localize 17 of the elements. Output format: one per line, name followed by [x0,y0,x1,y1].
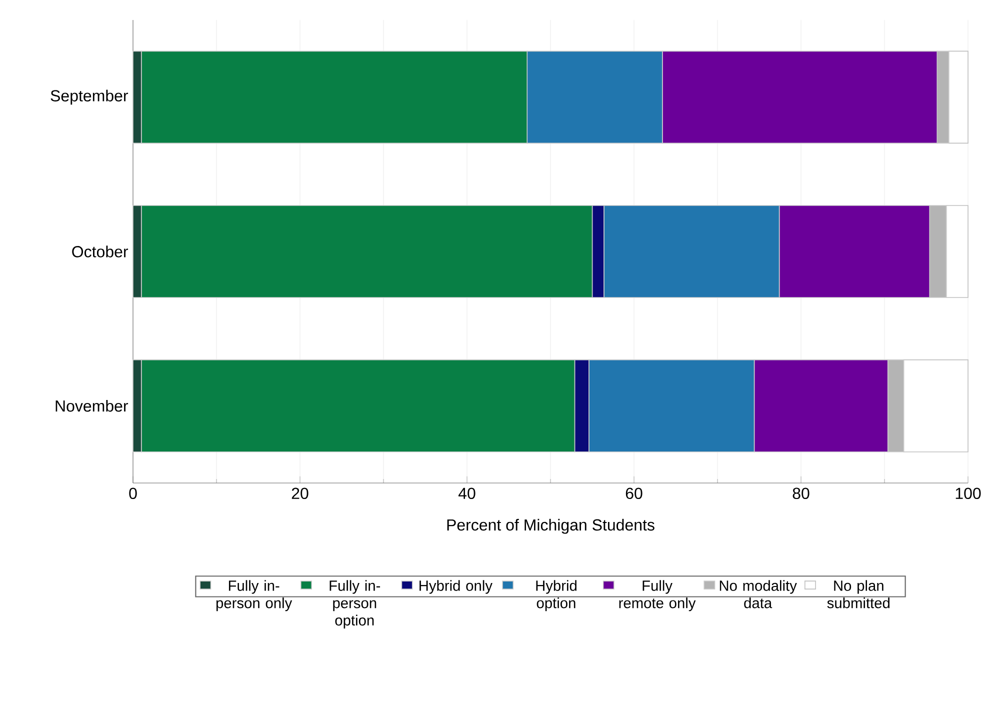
x-tick-label: 40 [458,488,476,500]
x-tick-label: 100 [956,488,981,500]
legend-label: Fully in-person only [216,580,292,612]
x-tick-label: 20 [292,488,308,500]
y-tick-label: October [72,246,128,258]
legend-label: Fully in-person option [330,580,380,628]
x-axis-title: Percent of Michigan Students [447,518,654,534]
legend-label: Hybrid only [420,580,492,594]
legend-label: No plan submitted [827,580,890,608]
x-tick-label: 0 [129,488,137,500]
legend-label: Hybrid option [536,580,576,612]
y-tick-label: September [50,90,128,105]
x-tick-label: 60 [626,488,642,500]
x-tick-label: 80 [792,488,810,500]
legend-label: No modality data [720,580,797,608]
legend-label: Fully remote only [619,580,696,612]
y-tick-label: November [56,400,128,412]
